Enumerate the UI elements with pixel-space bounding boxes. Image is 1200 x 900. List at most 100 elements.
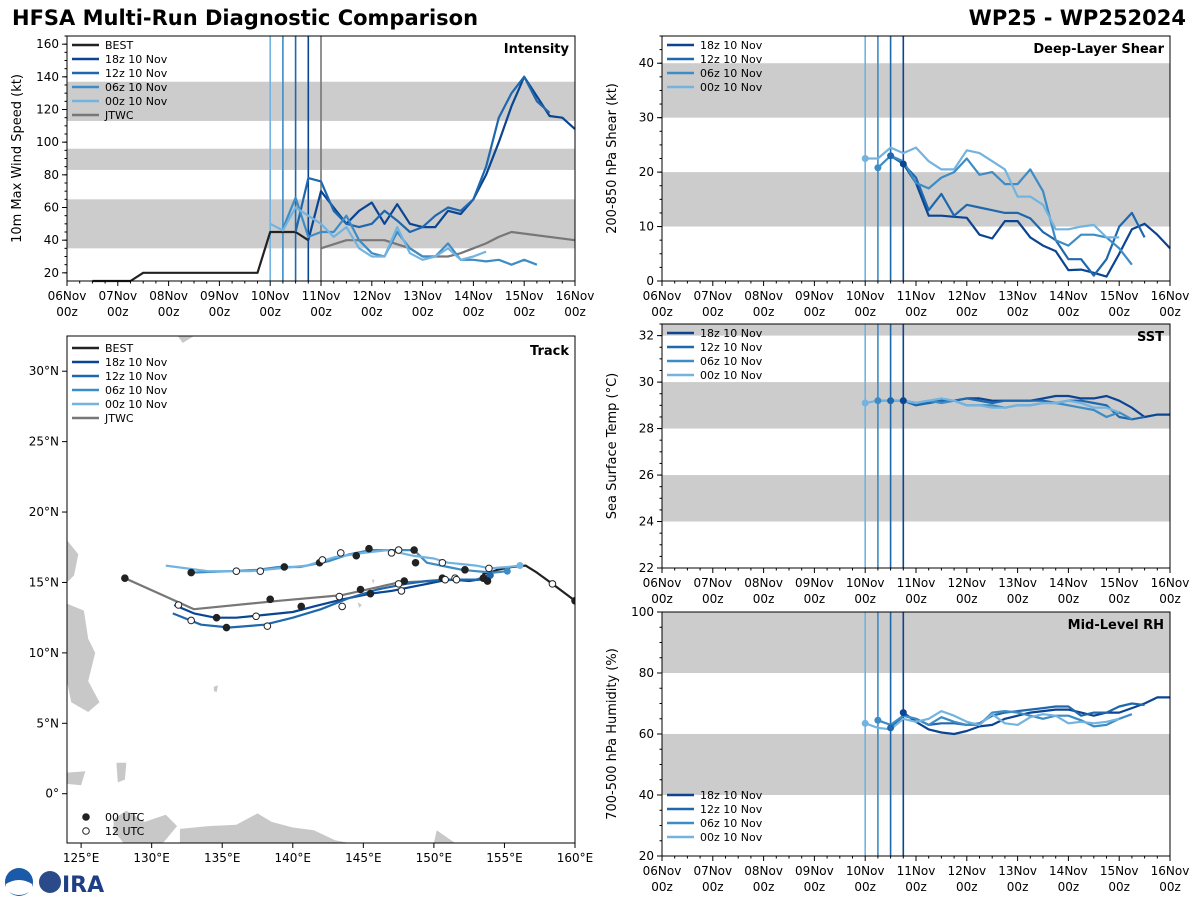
x-tick-sublabel: 00z: [158, 305, 180, 319]
marker-00utc: [366, 589, 375, 598]
x-tick-label: 14Nov: [1049, 576, 1088, 590]
x-tick-label: 15Nov: [505, 289, 544, 303]
shaded-band: [662, 63, 1170, 118]
x-tick-label: 10Nov: [846, 576, 885, 590]
marker-12utc: [548, 580, 557, 588]
marker-00utc: [212, 613, 221, 622]
y-tick-label: 32: [639, 329, 654, 343]
series-18z-10-nov: [902, 696, 1170, 736]
marker-legend-label: 12 UTC: [105, 825, 145, 838]
x-tick-label: 16Nov: [1151, 864, 1190, 878]
track-start-12z-10-nov: [486, 571, 494, 579]
x-tick-label: 12Nov: [352, 289, 391, 303]
marker-12utc: [256, 567, 265, 575]
legend-label-12z-10-nov: 12z 10 Nov: [700, 53, 763, 66]
x-tick-sublabel: 00z: [651, 880, 673, 894]
sst-panel: 22 24 26 28 30 32 06Nov 00z 07Nov 00z 08Nov 00z 09No…: [605, 323, 1190, 606]
x-tick-label: 13Nov: [403, 289, 442, 303]
legend-label-18z-10-nov: 18z 10 Nov: [105, 356, 168, 369]
mid-level-rh-panel: 20 40 60 80 100 06Nov 00z 07Nov 00z 08Nov 00z 09Nov…: [605, 605, 1189, 894]
legend-label-06z-10-nov: 06z 10 Nov: [105, 384, 168, 397]
init-point-00z-10-nov: [861, 719, 869, 727]
x-tick-sublabel: 00z: [1108, 305, 1130, 319]
panel-title: Mid-Level RH: [1068, 618, 1164, 633]
land-shape: [433, 830, 456, 843]
init-point-12z-10-nov: [887, 724, 895, 732]
x-tick-label: 12Nov: [947, 576, 986, 590]
y-tick-label: 20: [44, 266, 59, 280]
y-tick-label: 25°N: [29, 435, 59, 449]
x-tick-label: 14Nov: [1049, 864, 1088, 878]
marker-00utc: [571, 596, 575, 605]
panel-title: Track: [530, 344, 569, 359]
marker-12utc: [335, 592, 344, 601]
marker-00utc: [411, 558, 420, 567]
y-tick-label: 26: [639, 468, 654, 482]
x-tick-label: 16Nov: [1151, 576, 1190, 590]
marker-00utc: [266, 595, 275, 604]
legend-label-00z-10-nov: 00z 10 Nov: [700, 831, 763, 844]
legend-label-00z-10-nov: 00z 10 Nov: [700, 369, 763, 382]
x-tick-label: 09Nov: [200, 289, 239, 303]
y-tick-label: 10°N: [29, 646, 59, 660]
x-tick-label: 16Nov: [1151, 289, 1190, 303]
marker-00utc: [483, 577, 492, 585]
x-tick-label: 11Nov: [897, 289, 936, 303]
x-tick-label: 08Nov: [149, 289, 188, 303]
x-tick-sublabel: 00z: [56, 305, 78, 319]
x-tick-label: 08Nov: [744, 576, 783, 590]
legend-label-jtwc: JTWC: [104, 412, 134, 425]
x-tick-sublabel: 00z: [651, 592, 673, 606]
land-layer: [67, 336, 575, 843]
x-tick-sublabel: 00z: [702, 880, 724, 894]
x-tick-sublabel: 00z: [1159, 880, 1181, 894]
marker-12utc: [452, 575, 461, 584]
x-tick-sublabel: 00z: [1159, 592, 1181, 606]
x-tick-label: 150°E: [416, 851, 453, 865]
marker-00utc: [121, 574, 129, 583]
marker-legend-label: 00 UTC: [105, 811, 145, 824]
x-tick-label: 07Nov: [693, 576, 732, 590]
x-tick-label: 07Nov: [98, 289, 137, 303]
y-tick-label: 24: [639, 515, 654, 529]
y-tick-label: 20: [639, 165, 654, 179]
x-tick-label: 135°E: [204, 851, 241, 865]
marker-00utc: [365, 544, 373, 553]
legend-label-06z-10-nov: 06z 10 Nov: [105, 81, 168, 94]
plot-frame: [66, 335, 576, 844]
x-tick-label: 155°E: [486, 851, 523, 865]
x-tick-sublabel: 00z: [1058, 880, 1080, 894]
panel-title: SST: [1137, 330, 1164, 345]
y-tick-label: 15°N: [29, 575, 59, 589]
intensity-panel: 20 40 60 80 100 120 140 160 06Nov 00z 07Nov 00z 08No…: [10, 35, 594, 319]
land-shape: [213, 685, 218, 693]
marker-legend-symbol: [82, 827, 90, 835]
marker-12utc: [438, 558, 447, 567]
x-tick-sublabel: 00z: [905, 305, 927, 319]
y-tick-label: 80: [44, 168, 59, 182]
series-12z-10-nov: [889, 702, 1145, 729]
y-tick-label: 40: [639, 56, 654, 70]
x-tick-sublabel: 00z: [513, 305, 535, 319]
marker-00utc: [352, 551, 361, 560]
x-tick-sublabel: 00z: [1159, 305, 1181, 319]
x-tick-label: 12Nov: [947, 289, 986, 303]
x-tick-label: 06Nov: [643, 864, 682, 878]
init-point-00z-10-nov: [861, 399, 869, 407]
series-00z-10-nov: [865, 146, 1120, 239]
legend-label-12z-10-nov: 12z 10 Nov: [700, 803, 763, 816]
x-tick-label: 13Nov: [998, 864, 1037, 878]
land-shape: [177, 336, 194, 343]
x-tick-sublabel: 00z: [804, 592, 826, 606]
x-tick-sublabel: 00z: [1108, 592, 1130, 606]
x-tick-label: 09Nov: [795, 864, 834, 878]
y-tick-label: 60: [44, 201, 59, 215]
legend-label-06z-10-nov: 06z 10 Nov: [700, 817, 763, 830]
cira-globe-icon: [39, 871, 61, 893]
legend-label-jtwc: JTWC: [104, 109, 134, 122]
land-shape: [371, 579, 375, 584]
x-tick-sublabel: 00z: [564, 305, 586, 319]
legend-label-06z-10-nov: 06z 10 Nov: [700, 67, 763, 80]
